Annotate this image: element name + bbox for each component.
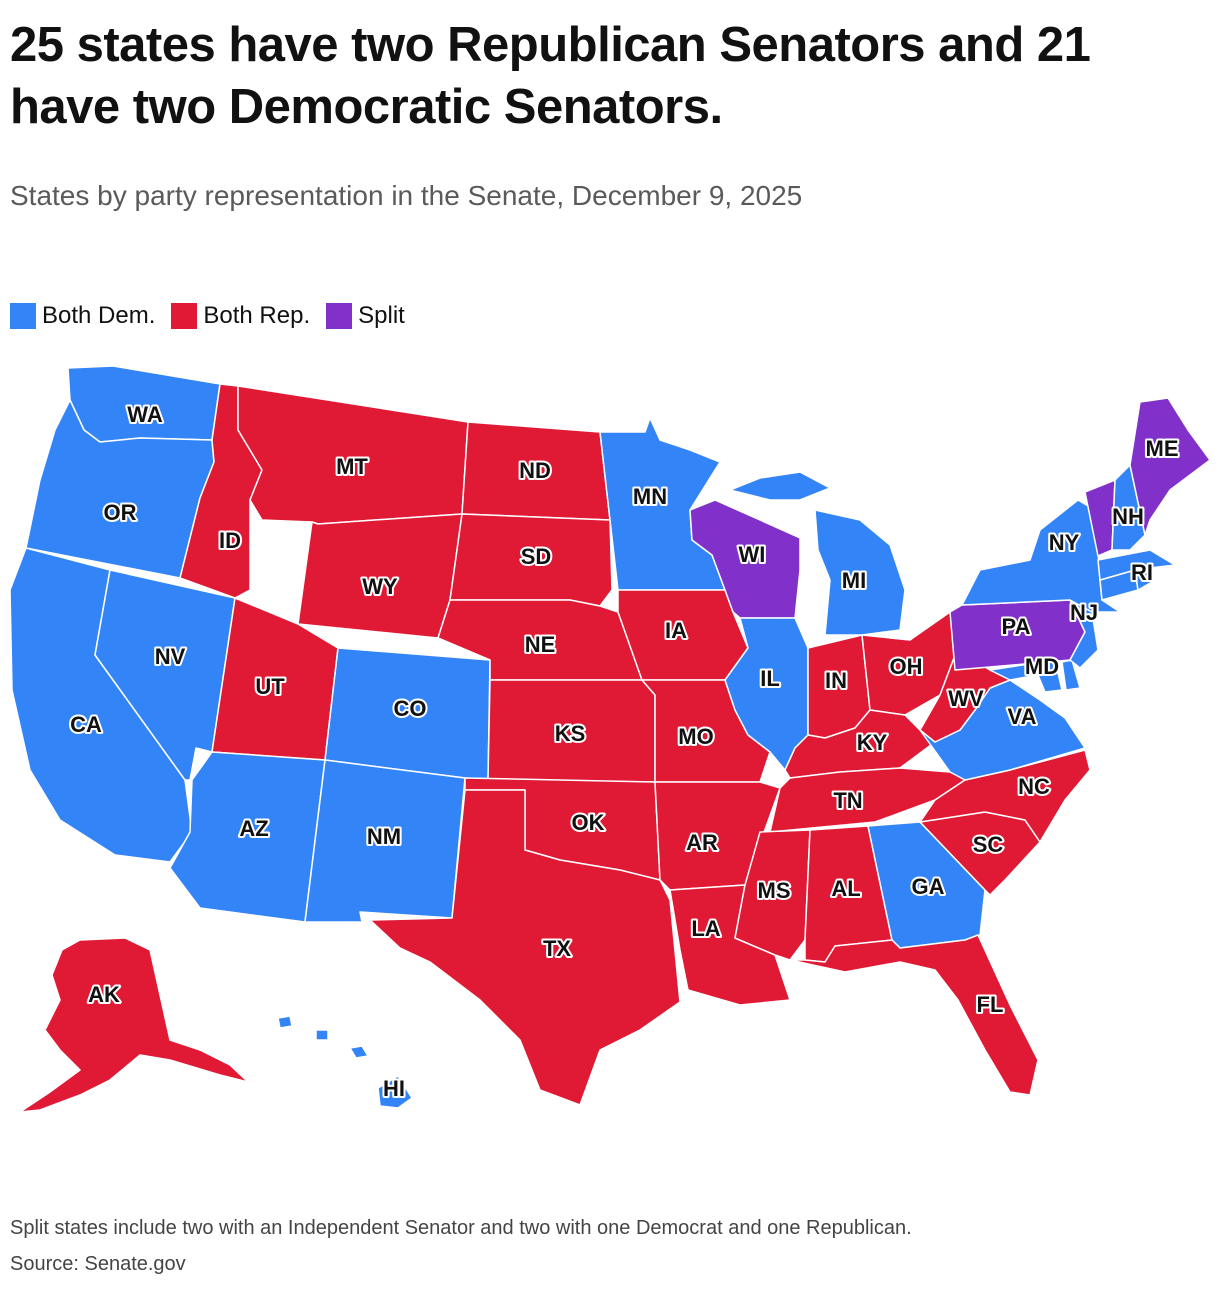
legend: Both Dem. Both Rep. Split	[10, 302, 405, 330]
state-label-sd: SD	[521, 544, 552, 569]
state-ak	[19, 937, 249, 1113]
state-label-ok: OK	[572, 810, 605, 835]
legend-swatch-split	[326, 303, 353, 329]
state-label-nh: NH	[1112, 504, 1144, 529]
state-label-al: AL	[831, 876, 860, 901]
state-label-nj: NJ	[1070, 600, 1098, 625]
state-label-id: ID	[219, 528, 241, 553]
state-me	[1129, 397, 1211, 536]
state-il	[724, 617, 809, 771]
state-label-il: IL	[760, 666, 780, 691]
state-label-ia: IA	[665, 618, 687, 643]
state-nh	[1111, 464, 1146, 551]
state-label-sc: SC	[973, 832, 1004, 857]
state-label-ne: NE	[525, 632, 556, 657]
state-label-mn: MN	[633, 484, 667, 509]
state-label-ut: UT	[255, 674, 285, 699]
state-label-wi: WI	[739, 542, 766, 567]
state-label-tn: TN	[833, 788, 862, 813]
chart-title: 25 states have two Republican Senators a…	[10, 18, 1091, 134]
state-label-wa: WA	[127, 402, 163, 427]
state-label-nd: ND	[519, 458, 551, 483]
legend-label-both-rep: Both Rep.	[203, 302, 311, 329]
us-senate-map: WA OR CA NV ID MT WY UT AZ CO NM ND SD NE KS OK TX MN IA MO…	[9, 365, 1211, 1113]
source: Source: Senate.gov	[10, 1253, 186, 1275]
state-label-me: ME	[1146, 436, 1179, 461]
legend-label-both-dem: Both Dem.	[42, 302, 156, 329]
state-label-tx: TX	[543, 936, 571, 961]
state-label-ky: KY	[857, 730, 888, 755]
state-label-ks: KS	[555, 721, 586, 746]
state-label-pa: PA	[1002, 614, 1031, 639]
state-label-ny: NY	[1049, 530, 1080, 555]
legend-swatch-both-rep	[171, 303, 198, 329]
state-label-fl: FL	[977, 992, 1004, 1017]
state-label-az: AZ	[239, 816, 268, 841]
legend-item-both-dem: Both Dem.	[10, 302, 155, 330]
state-label-ri: RI	[1131, 560, 1153, 585]
state-label-nv: NV	[155, 644, 186, 669]
state-mi	[729, 471, 906, 636]
legend-label-split: Split	[358, 302, 405, 329]
state-label-mt: MT	[336, 454, 368, 479]
state-label-mo: MO	[678, 724, 713, 749]
state-label-wy: WY	[362, 574, 398, 599]
state-md	[989, 659, 1063, 693]
state-label-or: OR	[104, 500, 137, 525]
state-tx	[369, 789, 681, 1106]
state-label-co: CO	[394, 696, 427, 721]
state-label-ga: GA	[912, 874, 945, 899]
footnote: Split states include two with an Indepen…	[10, 1217, 912, 1239]
state-label-va: VA	[1008, 704, 1037, 729]
state-label-ak: AK	[88, 982, 120, 1007]
state-label-hi: HI	[383, 1076, 405, 1101]
state-label-in: IN	[825, 668, 847, 693]
state-ma	[1097, 549, 1176, 581]
state-label-md: MD	[1025, 654, 1059, 679]
state-label-la: LA	[691, 916, 720, 941]
legend-item-split: Split	[326, 302, 405, 330]
state-fl	[789, 934, 1039, 1096]
chart-subtitle: States by party representation in the Se…	[10, 180, 803, 211]
state-label-oh: OH	[890, 654, 923, 679]
state-label-wv: WV	[948, 686, 984, 711]
state-label-nc: NC	[1018, 774, 1050, 799]
legend-item-both-rep: Both Rep.	[171, 302, 310, 330]
state-label-mi: MI	[842, 568, 866, 593]
state-label-ca: CA	[70, 712, 102, 737]
legend-swatch-both-dem	[10, 303, 36, 329]
state-label-ar: AR	[686, 830, 718, 855]
state-de	[1061, 659, 1081, 691]
state-hi	[277, 1015, 413, 1109]
state-label-nm: NM	[367, 824, 401, 849]
state-label-ms: MS	[758, 878, 791, 903]
